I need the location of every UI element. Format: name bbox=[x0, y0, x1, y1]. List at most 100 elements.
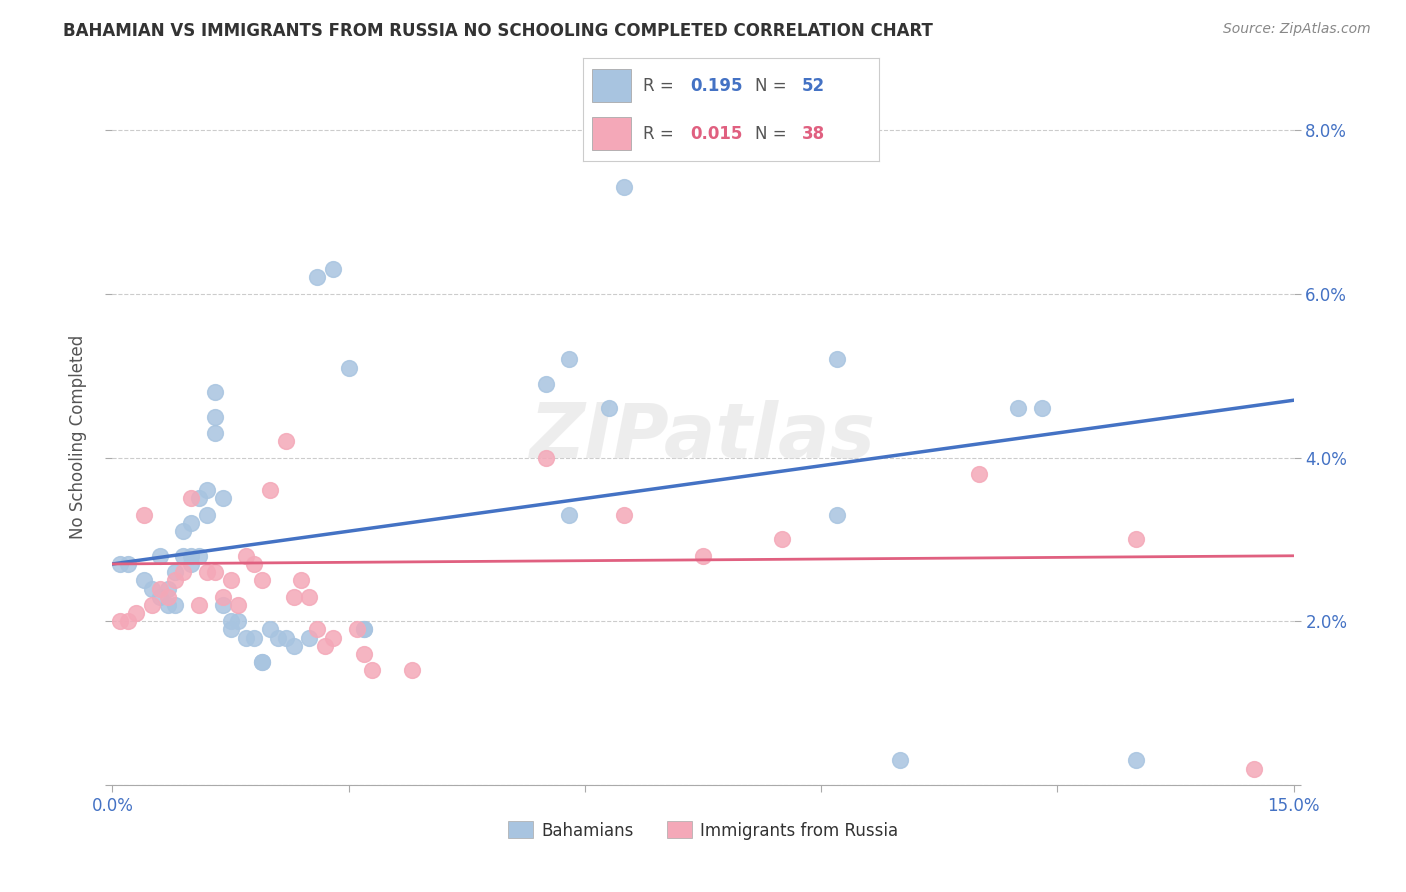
Point bbox=[204, 425, 226, 440]
Text: N =: N = bbox=[755, 125, 792, 143]
Point bbox=[228, 598, 250, 612]
Point bbox=[172, 524, 194, 539]
Point bbox=[117, 614, 139, 628]
Point bbox=[211, 491, 233, 506]
Point bbox=[165, 598, 187, 612]
Point bbox=[180, 557, 202, 571]
Point bbox=[770, 533, 793, 547]
Point bbox=[165, 565, 187, 579]
Text: 0.195: 0.195 bbox=[690, 77, 742, 95]
Point bbox=[825, 352, 848, 367]
Point bbox=[219, 574, 242, 588]
Point bbox=[283, 590, 305, 604]
Point bbox=[298, 590, 321, 604]
Text: BAHAMIAN VS IMMIGRANTS FROM RUSSIA NO SCHOOLING COMPLETED CORRELATION CHART: BAHAMIAN VS IMMIGRANTS FROM RUSSIA NO SC… bbox=[63, 22, 934, 40]
Point bbox=[353, 647, 375, 661]
Point bbox=[307, 270, 329, 285]
Point bbox=[132, 508, 155, 522]
Point bbox=[211, 598, 233, 612]
Point bbox=[1031, 401, 1053, 416]
Point bbox=[283, 639, 305, 653]
Text: 0.015: 0.015 bbox=[690, 125, 742, 143]
Bar bbox=[592, 70, 631, 102]
Point bbox=[172, 565, 194, 579]
Point bbox=[250, 655, 273, 669]
Point bbox=[156, 590, 179, 604]
Point bbox=[149, 582, 172, 596]
Point bbox=[219, 623, 242, 637]
Point bbox=[1125, 753, 1147, 767]
Text: ZIPatlas: ZIPatlas bbox=[530, 401, 876, 474]
Point bbox=[825, 508, 848, 522]
Point bbox=[180, 516, 202, 530]
Point bbox=[353, 623, 375, 637]
Point bbox=[204, 385, 226, 400]
Point bbox=[558, 508, 581, 522]
Text: R =: R = bbox=[643, 125, 679, 143]
Point bbox=[274, 631, 297, 645]
Point bbox=[149, 590, 172, 604]
Point bbox=[180, 549, 202, 563]
Point bbox=[204, 565, 226, 579]
Point bbox=[149, 549, 172, 563]
Point bbox=[228, 614, 250, 628]
Point bbox=[235, 549, 257, 563]
Point bbox=[534, 376, 557, 391]
Point bbox=[141, 582, 163, 596]
Point bbox=[188, 549, 211, 563]
Point bbox=[692, 549, 714, 563]
Text: N =: N = bbox=[755, 77, 792, 95]
Point bbox=[110, 557, 132, 571]
Point bbox=[188, 598, 211, 612]
Point bbox=[204, 409, 226, 424]
Point bbox=[290, 574, 312, 588]
Point bbox=[180, 491, 202, 506]
Point bbox=[1125, 533, 1147, 547]
Point bbox=[613, 180, 636, 194]
Text: 52: 52 bbox=[801, 77, 825, 95]
Text: R =: R = bbox=[643, 77, 679, 95]
Text: 38: 38 bbox=[801, 125, 825, 143]
Point bbox=[132, 574, 155, 588]
Point bbox=[165, 574, 187, 588]
Point bbox=[141, 598, 163, 612]
Point bbox=[598, 401, 620, 416]
Point bbox=[322, 262, 344, 277]
Y-axis label: No Schooling Completed: No Schooling Completed bbox=[69, 335, 87, 539]
Point bbox=[967, 467, 990, 481]
Text: Source: ZipAtlas.com: Source: ZipAtlas.com bbox=[1223, 22, 1371, 37]
Point bbox=[889, 753, 911, 767]
Point bbox=[156, 598, 179, 612]
Point bbox=[534, 450, 557, 465]
Point bbox=[117, 557, 139, 571]
Point bbox=[195, 483, 218, 498]
Point bbox=[243, 631, 266, 645]
Point bbox=[259, 623, 281, 637]
Point bbox=[250, 655, 273, 669]
Point bbox=[125, 606, 148, 620]
Point bbox=[235, 631, 257, 645]
Point bbox=[353, 623, 375, 637]
Point bbox=[307, 623, 329, 637]
Point bbox=[274, 434, 297, 449]
Point bbox=[243, 557, 266, 571]
Point bbox=[211, 590, 233, 604]
Point bbox=[219, 614, 242, 628]
Point bbox=[195, 508, 218, 522]
Point bbox=[267, 631, 290, 645]
Point bbox=[314, 639, 336, 653]
Point bbox=[250, 574, 273, 588]
Point bbox=[361, 664, 384, 678]
Point bbox=[110, 614, 132, 628]
Point bbox=[298, 631, 321, 645]
Point bbox=[613, 508, 636, 522]
Point bbox=[401, 664, 423, 678]
Point bbox=[346, 623, 368, 637]
Point bbox=[337, 360, 360, 375]
Point bbox=[1007, 401, 1029, 416]
Bar bbox=[592, 118, 631, 150]
Point bbox=[322, 631, 344, 645]
Point bbox=[188, 491, 211, 506]
Point bbox=[156, 582, 179, 596]
Point bbox=[259, 483, 281, 498]
